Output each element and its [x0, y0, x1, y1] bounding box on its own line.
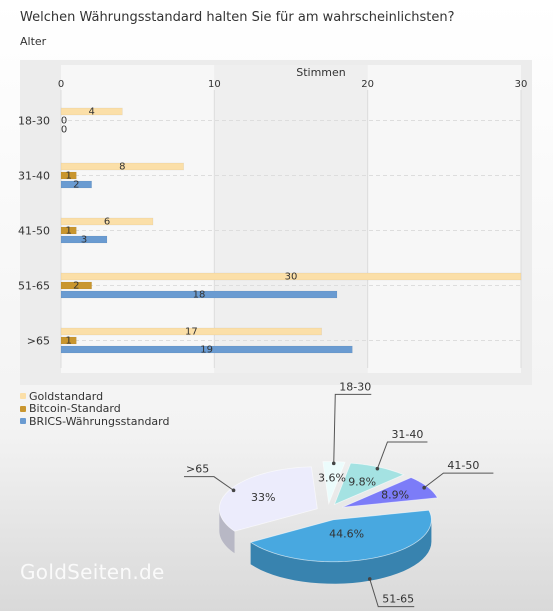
bar: [60, 217, 154, 226]
pie-callout-dot: [367, 577, 372, 581]
category-label: 41-50: [18, 225, 50, 238]
data-label: 2: [73, 180, 79, 191]
pie-slice-side: [219, 508, 235, 554]
data-label: 1: [65, 336, 71, 347]
data-label: 0: [61, 116, 67, 127]
data-label: 0: [61, 125, 67, 136]
data-label: 30: [285, 272, 298, 283]
category-label: 51-65: [18, 280, 50, 293]
legend-item: BRICS-Währungsstandard: [20, 415, 169, 428]
data-label: 8: [119, 162, 125, 173]
data-label: 18: [193, 290, 206, 301]
category-label: 18-30: [18, 115, 50, 128]
bar: [60, 336, 77, 345]
pie-category-label: 18-30: [339, 380, 371, 393]
x-tick-label: 10: [208, 79, 221, 90]
pie-callout-line: [369, 578, 415, 608]
pie-callout-dot: [375, 466, 380, 471]
bar: [60, 226, 77, 235]
pie-percent-label: 3.6%: [318, 472, 346, 485]
legend-label: Goldstandard: [29, 389, 104, 403]
bar: [60, 272, 522, 281]
bar: [60, 235, 108, 244]
data-label: 3: [81, 235, 87, 246]
pie-category-label: >65: [186, 463, 209, 476]
watermark-logo: GoldSeiten.de: [20, 560, 165, 584]
pie-slice: [218, 466, 318, 532]
bar: [60, 107, 123, 116]
bar: [60, 180, 92, 189]
data-label: 4: [88, 107, 94, 118]
bar: [60, 290, 338, 299]
legend-item: Goldstandard: [20, 390, 169, 403]
chart-question: Welchen Währungsstandard halten Sie für …: [20, 10, 455, 25]
data-label: 17: [185, 327, 198, 338]
data-label: 1: [65, 171, 71, 182]
x-tick-label: 30: [515, 79, 528, 90]
x-tick-label: 0: [58, 79, 64, 90]
pie-category-label: 41-50: [447, 459, 479, 472]
pie-callout-dot: [331, 461, 336, 466]
pie-slice-side: [250, 519, 432, 584]
legend-swatch: [20, 405, 26, 412]
data-label: 19: [200, 345, 213, 356]
legend-swatch: [20, 418, 26, 425]
pie-slice: [341, 477, 439, 508]
legend-swatch: [20, 393, 26, 400]
pie-callout-dot: [422, 485, 426, 490]
bar: [60, 171, 77, 180]
grid-band: [214, 65, 368, 373]
data-label: 1: [65, 226, 71, 237]
pie-callout-line: [423, 472, 494, 489]
pie-callout-line: [333, 393, 372, 464]
bar: [60, 162, 184, 171]
chart-subtitle: Alter: [20, 35, 47, 48]
bar: [60, 281, 92, 290]
category-label: >65: [27, 335, 50, 348]
x-tick-label: 20: [361, 79, 374, 90]
bar-chart: 0 10 20 30Stimmen18-3040031-4081241-5061351…: [18, 60, 532, 385]
pie-percent-label: 44.6%: [329, 527, 364, 540]
pie-callout-line: [183, 476, 234, 491]
data-label: 2: [73, 281, 79, 292]
category-label: 31-40: [18, 170, 50, 183]
pie-callout-dot: [231, 488, 236, 493]
pie-percent-label: 8.9%: [381, 489, 409, 502]
pie-callout-line: [376, 441, 428, 469]
pie-category-label: 51-65: [382, 593, 414, 606]
legend-label: Bitcoin-Standard: [29, 402, 121, 416]
pie-slice: [249, 509, 432, 563]
grid-band: [367, 65, 521, 373]
x-axis-label: Stimmen: [296, 66, 346, 79]
pie-category-label: 31-40: [391, 428, 423, 441]
legend-label: BRICS-Währungsstandard: [29, 414, 170, 428]
chart-legend: Goldstandard Bitcoin-Standard BRICS-Währun…: [20, 390, 169, 428]
pie-percent-label: 33%: [251, 491, 275, 504]
data-label: 6: [104, 217, 110, 228]
pie-slice: [333, 462, 405, 506]
pie-percent-label: 9.8%: [348, 475, 376, 488]
legend-item: Bitcoin-Standard: [20, 402, 169, 416]
bar: [60, 345, 353, 354]
bar: [60, 327, 322, 336]
